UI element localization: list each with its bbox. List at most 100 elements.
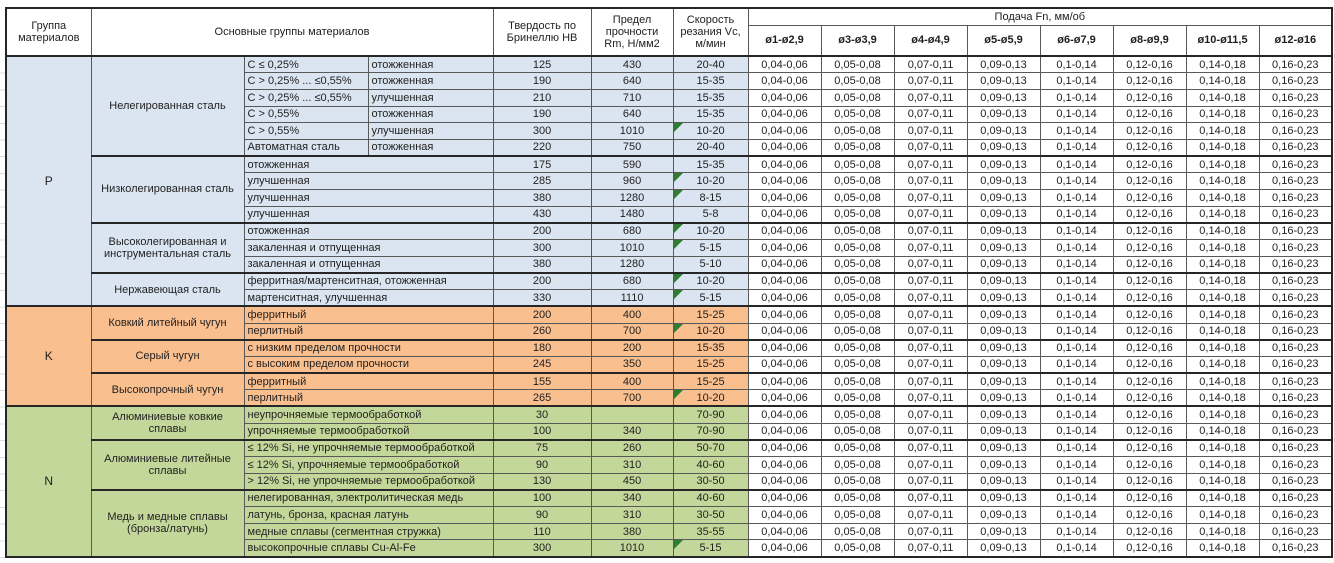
cutting-speed-cell: 50-70 — [672, 438, 749, 457]
feed-value-cell: 0,09-0,13 — [966, 372, 1041, 391]
description-cell: нелегированная, электролитическая медь — [243, 488, 494, 508]
feed-value-cell: 0,05-0,08 — [820, 405, 895, 424]
feed-value-cell: 0,12-0,16 — [1112, 372, 1187, 391]
carbon-content-cell: C > 0,55% — [243, 105, 369, 124]
cutting-speed-cell: 15-25 — [672, 355, 749, 374]
description-cell: перлитный — [243, 322, 494, 341]
feed-value-cell: 0,04-0,06 — [747, 122, 822, 140]
feed-value-cell: 0,14-0,18 — [1185, 205, 1260, 224]
hardness-cell: 75 — [492, 438, 592, 457]
feed-value-cell: 0,05-0,08 — [820, 255, 895, 274]
cutting-speed-cell: 15-35 — [672, 155, 749, 174]
feed-value-cell: 0,04-0,06 — [747, 189, 822, 207]
feed-value-cell: 0,04-0,06 — [747, 305, 822, 324]
strength-cell: 1280 — [590, 189, 674, 207]
subgroup-name-cell: Ковкий литейный чугун — [90, 305, 245, 341]
feed-value-cell: 0,09-0,13 — [966, 239, 1041, 257]
cell-corner-flag-icon — [674, 173, 683, 183]
feed-value-cell: 0,12-0,16 — [1112, 205, 1187, 224]
description-cell: медные сплавы (сегментная стружка) — [243, 522, 494, 541]
feed-value-cell: 0,14-0,18 — [1185, 72, 1260, 90]
strength-cell: 430 — [590, 55, 674, 74]
table-row: Серый чугун с низким пределом прочности 18… — [6, 338, 1333, 374]
hardness-cell: 380 — [492, 255, 592, 274]
feed-value-cell: 0,12-0,16 — [1112, 355, 1187, 374]
feed-value-cell: 0,05-0,08 — [820, 472, 895, 491]
feed-value-cell: 0,1-0,14 — [1039, 305, 1114, 324]
hardness-cell: 190 — [492, 105, 592, 124]
feed-value-cell: 0,12-0,16 — [1112, 255, 1187, 274]
description-cell: закаленная и отпущенная — [243, 255, 494, 274]
feed-value-cell: 0,09-0,13 — [966, 155, 1041, 174]
cutting-speed-cell: 15-25 — [672, 372, 749, 391]
feed-value-cell: 0,1-0,14 — [1039, 255, 1114, 274]
feed-value-cell: 0,12-0,16 — [1112, 239, 1187, 257]
feed-value-cell: 0,16-0,23 — [1258, 456, 1333, 474]
cutting-speed-cell: 35-55 — [672, 522, 749, 541]
strength-cell: 400 — [590, 372, 674, 391]
cell-corner-flag-icon — [674, 290, 683, 300]
strength-cell: 1110 — [590, 289, 674, 307]
feed-value-cell: 0,14-0,18 — [1185, 338, 1260, 357]
feed-value-cell: 0,04-0,06 — [747, 72, 822, 90]
feed-value-cell: 0,09-0,13 — [966, 189, 1041, 207]
treatment-cell: отожженная — [367, 72, 494, 90]
table-row: C > 0,55% отожженная 190 640 15-35 0,04-0,06 0… — [6, 105, 1333, 124]
strength-cell: 640 — [590, 72, 674, 90]
feed-value-cell: 0,04-0,06 — [747, 105, 822, 124]
feed-value-cell: 0,14-0,18 — [1185, 255, 1260, 274]
hardness-cell: 330 — [492, 289, 592, 307]
feed-value-cell: 0,14-0,18 — [1185, 138, 1260, 157]
strength-cell: 340 — [590, 422, 674, 441]
feed-value-cell: 0,16-0,23 — [1258, 138, 1333, 157]
feed-value-cell: 0,05-0,08 — [820, 522, 895, 541]
feed-value-cell: 0,14-0,18 — [1185, 422, 1260, 441]
feed-value-cell: 0,04-0,06 — [747, 456, 822, 474]
feed-value-cell: 0,16-0,23 — [1258, 472, 1333, 491]
strength-cell: 350 — [590, 355, 674, 374]
feed-value-cell: 0,12-0,16 — [1112, 438, 1187, 457]
hardness-cell: 265 — [492, 389, 592, 407]
table-row: Медь и медные сплавы (бронза/латунь) неле… — [6, 488, 1333, 558]
cutting-speed-cell: 70-90 — [672, 422, 749, 441]
feed-value-cell: 0,14-0,18 — [1185, 105, 1260, 124]
feed-value-cell: 0,14-0,18 — [1185, 389, 1260, 407]
feed-value-cell: 0,16-0,23 — [1258, 438, 1333, 457]
feed-value-cell: 0,05-0,08 — [820, 488, 895, 508]
subgroup-name-cell: Медь и медные сплавы (бронза/латунь) — [90, 488, 245, 558]
strength-cell: 1480 — [590, 205, 674, 224]
feed-value-cell: 0,1-0,14 — [1039, 205, 1114, 224]
strength-cell: 590 — [590, 155, 674, 174]
strength-cell: 1280 — [590, 255, 674, 274]
carbon-content-cell: C > 0,55% — [243, 122, 369, 140]
feed-value-cell: 0,16-0,23 — [1258, 172, 1333, 190]
cell-corner-flag-icon — [674, 390, 683, 400]
table-row: Нержавеющая сталь ферритная/мартенситная,… — [6, 271, 1333, 307]
feed-value-cell: 0,16-0,23 — [1258, 221, 1333, 241]
treatment-cell: улучшенная — [367, 122, 494, 140]
feed-diameter-header: ø10-ø11,5 — [1185, 24, 1260, 57]
feed-value-cell: 0,16-0,23 — [1258, 389, 1333, 407]
feed-value-cell: 0,1-0,14 — [1039, 522, 1114, 541]
feed-value-cell: 0,16-0,23 — [1258, 205, 1333, 224]
table-row: высокопрочные сплавы Cu-Al-Fe 300 1010 5-15… — [6, 539, 1333, 558]
col-header-cutting-speed: Скорость резания Vc, м/мин — [672, 7, 749, 57]
feed-value-cell: 0,04-0,06 — [747, 289, 822, 307]
feed-value-cell: 0,07-0,11 — [893, 289, 968, 307]
subgroup-name-cell: Высокопрочный чугун — [90, 372, 245, 407]
feed-value-cell: 0,09-0,13 — [966, 105, 1041, 124]
cutting-speed-cell: 8-15 — [672, 189, 749, 207]
feed-value-cell: 0,1-0,14 — [1039, 456, 1114, 474]
subgroup-name-cell: Алюминиевые литейные сплавы — [90, 438, 245, 491]
feed-value-cell: 0,05-0,08 — [820, 271, 895, 291]
feed-value-cell: 0,07-0,11 — [893, 271, 968, 291]
feed-value-cell: 0,05-0,08 — [820, 506, 895, 524]
feed-value-cell: 0,16-0,23 — [1258, 88, 1333, 107]
feed-value-cell: 0,04-0,06 — [747, 55, 822, 74]
hardness-cell: 200 — [492, 221, 592, 241]
feed-value-cell: 0,04-0,06 — [747, 138, 822, 157]
feed-diameter-header: ø1-ø2,9 — [747, 24, 822, 57]
hardness-cell: 200 — [492, 305, 592, 324]
table-row: Высоколегированная и инструментальная ст… — [6, 221, 1333, 274]
feed-value-cell: 0,07-0,11 — [893, 72, 968, 90]
